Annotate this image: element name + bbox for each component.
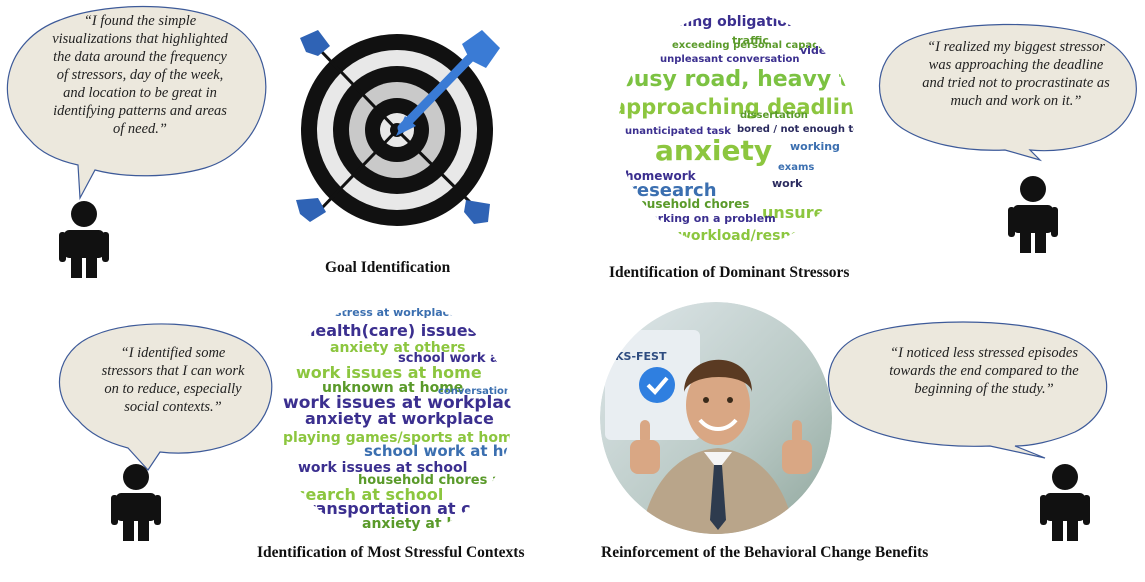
word-cloud-term: transportation at commute — [300, 499, 545, 518]
word-cloud-term: bored / not enough to do — [737, 124, 878, 135]
word-cloud-term: workload/respo — [678, 228, 801, 244]
word-cloud-term: exceeding personal capacity — [672, 40, 833, 51]
quote-less-stress: “I noticed less stressed episodes toward… — [889, 345, 1079, 397]
word-cloud-term: health(care) issues at home — [304, 321, 557, 340]
word-cloud-term: homework — [625, 169, 697, 183]
caption-dominant-stressors: Identification of Dominant Stressors — [609, 264, 850, 281]
word-cloud-term: anxiety at home — [362, 516, 490, 532]
arrow-icon — [396, 30, 500, 136]
word-cloud-term: anxiety — [655, 134, 772, 167]
word-cloud-term: busy road, heavy traffic — [618, 67, 913, 92]
speech-bubble-social — [58, 323, 273, 471]
word-cloud-term: anxiety at workplace — [305, 409, 494, 428]
word-cloud-term: exams — [778, 162, 814, 173]
quote-social: “I identified some stressors that I can … — [101, 345, 245, 415]
word-cloud-term: working on a problem — [640, 212, 776, 225]
word-cloud-term: household chores at home — [358, 473, 552, 488]
context-word-cloud: stress at workplace health(care) issues a… — [275, 300, 561, 536]
word-cloud-term: working — [790, 140, 840, 153]
speech-bubble-less-stress — [828, 321, 1108, 459]
word-cloud-term: approaching deadline — [612, 95, 869, 119]
caption-goal-identification: Goal Identification — [325, 259, 451, 276]
caption-stressful-contexts: Identification of Most Stressful Context… — [257, 544, 525, 561]
word-cloud-term: work issues at home — [296, 363, 482, 382]
word-cloud-term: video g — [800, 44, 846, 57]
word-cloud-term: household chores — [630, 197, 749, 211]
word-cloud-term: search at school — [296, 485, 443, 504]
speech-bubble-patterns — [6, 5, 267, 201]
word-cloud-term: playing games/sports at home — [283, 430, 522, 446]
word-cloud-term: unpleasant conversation — [660, 54, 799, 65]
speech-bubble-deadline — [878, 23, 1137, 162]
word-cloud-term: conversation at home — [438, 386, 561, 397]
word-cloud-term: school work at home — [364, 442, 540, 460]
caption-reinforcement: Reinforcement of the Behavioral Change B… — [601, 544, 929, 561]
check-badge-icon — [639, 367, 675, 403]
quote-patterns: “I found the simple visualizations that … — [52, 13, 228, 137]
word-cloud-term: work issues at school — [298, 460, 467, 476]
thumbs-up-photo: KS-FEST — [600, 302, 832, 534]
sign-text: KS-FEST — [615, 350, 667, 363]
person-icon — [111, 464, 161, 541]
person-icon — [1008, 176, 1058, 253]
word-cloud-term: anxiety at others — [330, 340, 465, 356]
word-cloud-term: school work at school — [398, 351, 557, 366]
word-cloud-term: traffic — [732, 34, 769, 47]
word-cloud-term: unanticipated task — [625, 126, 731, 137]
word-cloud-term: research — [628, 180, 717, 201]
person-icon — [59, 201, 109, 278]
word-cloud-term: stress at workplace — [335, 306, 457, 319]
person-icon — [1040, 464, 1090, 541]
word-cloud-term: work issues at workplace — [283, 393, 525, 413]
word-cloud-term: unsure — [762, 203, 825, 222]
stressor-word-cloud: coming obligation/resp exceeding personal… — [612, 12, 913, 248]
word-cloud-term: coming obligation/resp — [655, 14, 837, 30]
word-cloud-term: unknown at home — [322, 380, 463, 396]
quote-deadline: “I realized my biggest stressor was appr… — [922, 39, 1110, 109]
word-cloud-term: dissertation — [740, 110, 808, 121]
word-cloud-term: work — [772, 177, 803, 190]
